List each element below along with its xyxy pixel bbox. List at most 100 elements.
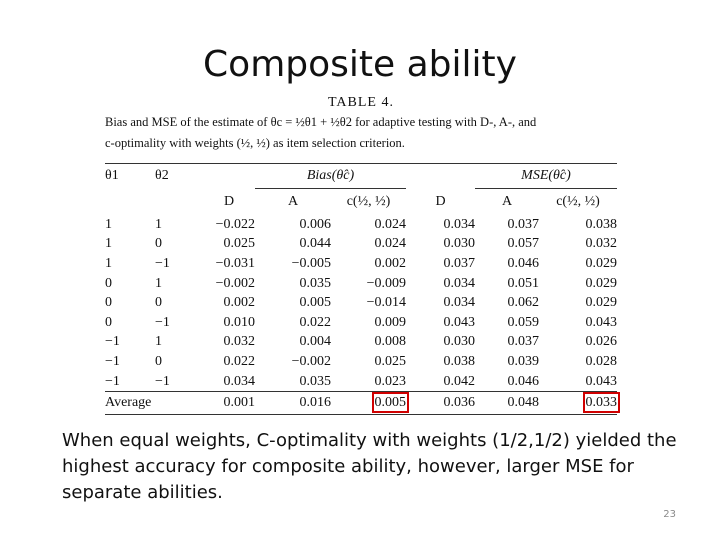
table-label: TABLE 4. xyxy=(328,95,394,110)
table-cell: 1 xyxy=(105,255,112,271)
average-cell: 0.016 xyxy=(255,391,331,416)
table-cell: 0.030 xyxy=(443,236,476,252)
table-cell: 0 xyxy=(105,275,112,291)
table-cell: −0.005 xyxy=(291,255,331,271)
table-cell: 0.046 xyxy=(507,255,540,271)
average-cell: 0.001 xyxy=(203,391,255,416)
table-cell: 0.029 xyxy=(585,295,618,311)
results-table: θ1 θ2 Bias(θ̂c) MSE(θ̂c) D A c(½, ½) D A… xyxy=(105,163,620,416)
average-row: Average 0.001 0.016 0.005 0.036 0.048 0.… xyxy=(105,391,620,416)
table-cell: −1 xyxy=(105,334,120,350)
table-caption-line: c-optimality with weights (½, ½) as item… xyxy=(105,136,405,150)
table-cell: 0.042 xyxy=(443,373,476,389)
table-subheader-row: D A c(½, ½) D A c(½, ½) xyxy=(105,189,617,216)
table-row: 0 −1 0.010 0.022 0.009 0.043 0.059 0.043 xyxy=(105,313,617,333)
table-cell: −0.014 xyxy=(366,295,406,311)
table-cell: 0.035 xyxy=(299,275,332,291)
table-cell: 0.028 xyxy=(585,353,618,369)
table-cell: 0.034 xyxy=(443,295,476,311)
column-header-theta1: θ1 xyxy=(105,168,119,184)
table-cell: 0.022 xyxy=(223,353,256,369)
table-cell: 0.038 xyxy=(585,216,618,232)
table-caption-line: Bias and MSE of the estimate of θc = ½θ1… xyxy=(105,115,537,129)
table-cell: 0 xyxy=(155,236,162,252)
table-cell: −1 xyxy=(155,255,170,271)
table-cell: 1 xyxy=(155,334,162,350)
group-header-mse: MSE(θ̂c) xyxy=(475,163,617,189)
table-cell: 0.002 xyxy=(374,255,407,271)
table-cell: 1 xyxy=(155,216,162,232)
table-cell: 0.037 xyxy=(507,216,540,232)
table-cell: −0.022 xyxy=(215,216,255,232)
table-row: 0 1 −0.002 0.035 −0.009 0.034 0.051 0.029 xyxy=(105,274,617,294)
table-cell: 0.006 xyxy=(299,216,332,232)
average-label: Average xyxy=(105,391,203,416)
table-cell: 0.026 xyxy=(585,334,618,350)
slide-note: When equal weights, C-optimality with we… xyxy=(62,430,677,503)
column-header-theta2: θ2 xyxy=(155,168,169,184)
table-cell: 0.037 xyxy=(507,334,540,350)
table-row: 1 0 0.025 0.044 0.024 0.030 0.057 0.032 xyxy=(105,235,617,255)
table-cell: 0.057 xyxy=(507,236,540,252)
table-row: −1 1 0.032 0.004 0.008 0.030 0.037 0.026 xyxy=(105,333,617,353)
average-cell: 0.005 xyxy=(331,391,409,416)
table-cell: 0.025 xyxy=(374,353,407,369)
table-row: 0 0 0.002 0.005 −0.014 0.034 0.062 0.029 xyxy=(105,293,617,313)
table-cell: 0.039 xyxy=(507,353,540,369)
table-cell: 0.034 xyxy=(223,373,256,389)
table-row: −1 0 0.022 −0.002 0.025 0.038 0.039 0.028 xyxy=(105,352,617,372)
table-cell: 0.043 xyxy=(443,314,476,330)
table-cell: 0.010 xyxy=(223,314,256,330)
highlight-box: 0.033 xyxy=(582,392,620,414)
average-cell: 0.036 xyxy=(406,391,475,416)
subheader-bias-c: c(½, ½) xyxy=(346,194,391,209)
average-cell: 0.048 xyxy=(475,391,539,416)
table-cell: 0.034 xyxy=(443,216,476,232)
subheader-mse-a: A xyxy=(501,194,513,209)
subheader-mse-d: D xyxy=(435,193,446,209)
table-cell: 0 xyxy=(105,295,112,311)
subheader-bias-d: D xyxy=(223,193,235,209)
table-cell: 0.062 xyxy=(507,295,540,311)
table-cell: 0.037 xyxy=(443,255,476,271)
table-cell: 0.029 xyxy=(585,255,618,271)
table-cell: 0.008 xyxy=(374,334,407,350)
table-cell: −1 xyxy=(105,373,120,389)
table-cell: 0.032 xyxy=(585,236,618,252)
table-body: 1 1 −0.022 0.006 0.024 0.034 0.037 0.038 1 0 0.025… xyxy=(105,215,617,392)
table-group-header-row: θ1 θ2 Bias(θ̂c) MSE(θ̂c) xyxy=(105,163,617,189)
group-header-bias: Bias(θ̂c) xyxy=(255,163,406,189)
table-cell: 0.034 xyxy=(443,275,476,291)
table-cell: −0.031 xyxy=(215,255,255,271)
table-cell: 1 xyxy=(105,236,112,252)
table-cell: 0.046 xyxy=(507,373,540,389)
table-cell: 0.032 xyxy=(223,334,256,350)
table-cell: −0.009 xyxy=(366,275,406,291)
table-caption: Bias and MSE of the estimate of θc = ½θ1… xyxy=(105,112,617,154)
table-row: −1 −1 0.034 0.035 0.023 0.042 0.046 0.043 xyxy=(105,372,617,392)
table-cell: −1 xyxy=(155,373,170,389)
table-cell: 0 xyxy=(155,295,162,311)
table-cell: 0.004 xyxy=(299,334,332,350)
subheader-mse-c: c(½, ½) xyxy=(556,194,600,209)
average-cell: 0.033 xyxy=(539,391,620,416)
table-cell: 0.035 xyxy=(299,373,332,389)
table-cell: 1 xyxy=(105,216,112,232)
table-row: 1 1 −0.022 0.006 0.024 0.034 0.037 0.038 xyxy=(105,215,617,235)
slide-title: Composite ability xyxy=(203,44,517,85)
subheader-bias-a: A xyxy=(287,194,299,209)
table-figure: TABLE 4. Bias and MSE of the estimate of… xyxy=(105,95,620,416)
table-cell: 0.024 xyxy=(374,216,407,232)
table-cell: 0.025 xyxy=(223,236,256,252)
table-cell: 0.022 xyxy=(299,314,332,330)
table-cell: 0 xyxy=(155,353,162,369)
table-cell: 0.043 xyxy=(585,373,618,389)
table-cell: 0.002 xyxy=(223,295,256,311)
highlight-box: 0.005 xyxy=(371,392,409,414)
table-cell: 1 xyxy=(155,275,162,291)
table-cell: 0.044 xyxy=(299,236,332,252)
table-cell: 0.005 xyxy=(299,295,332,311)
table-cell: 0.024 xyxy=(374,236,407,252)
table-cell: −1 xyxy=(105,353,120,369)
table-cell: 0.059 xyxy=(507,314,540,330)
